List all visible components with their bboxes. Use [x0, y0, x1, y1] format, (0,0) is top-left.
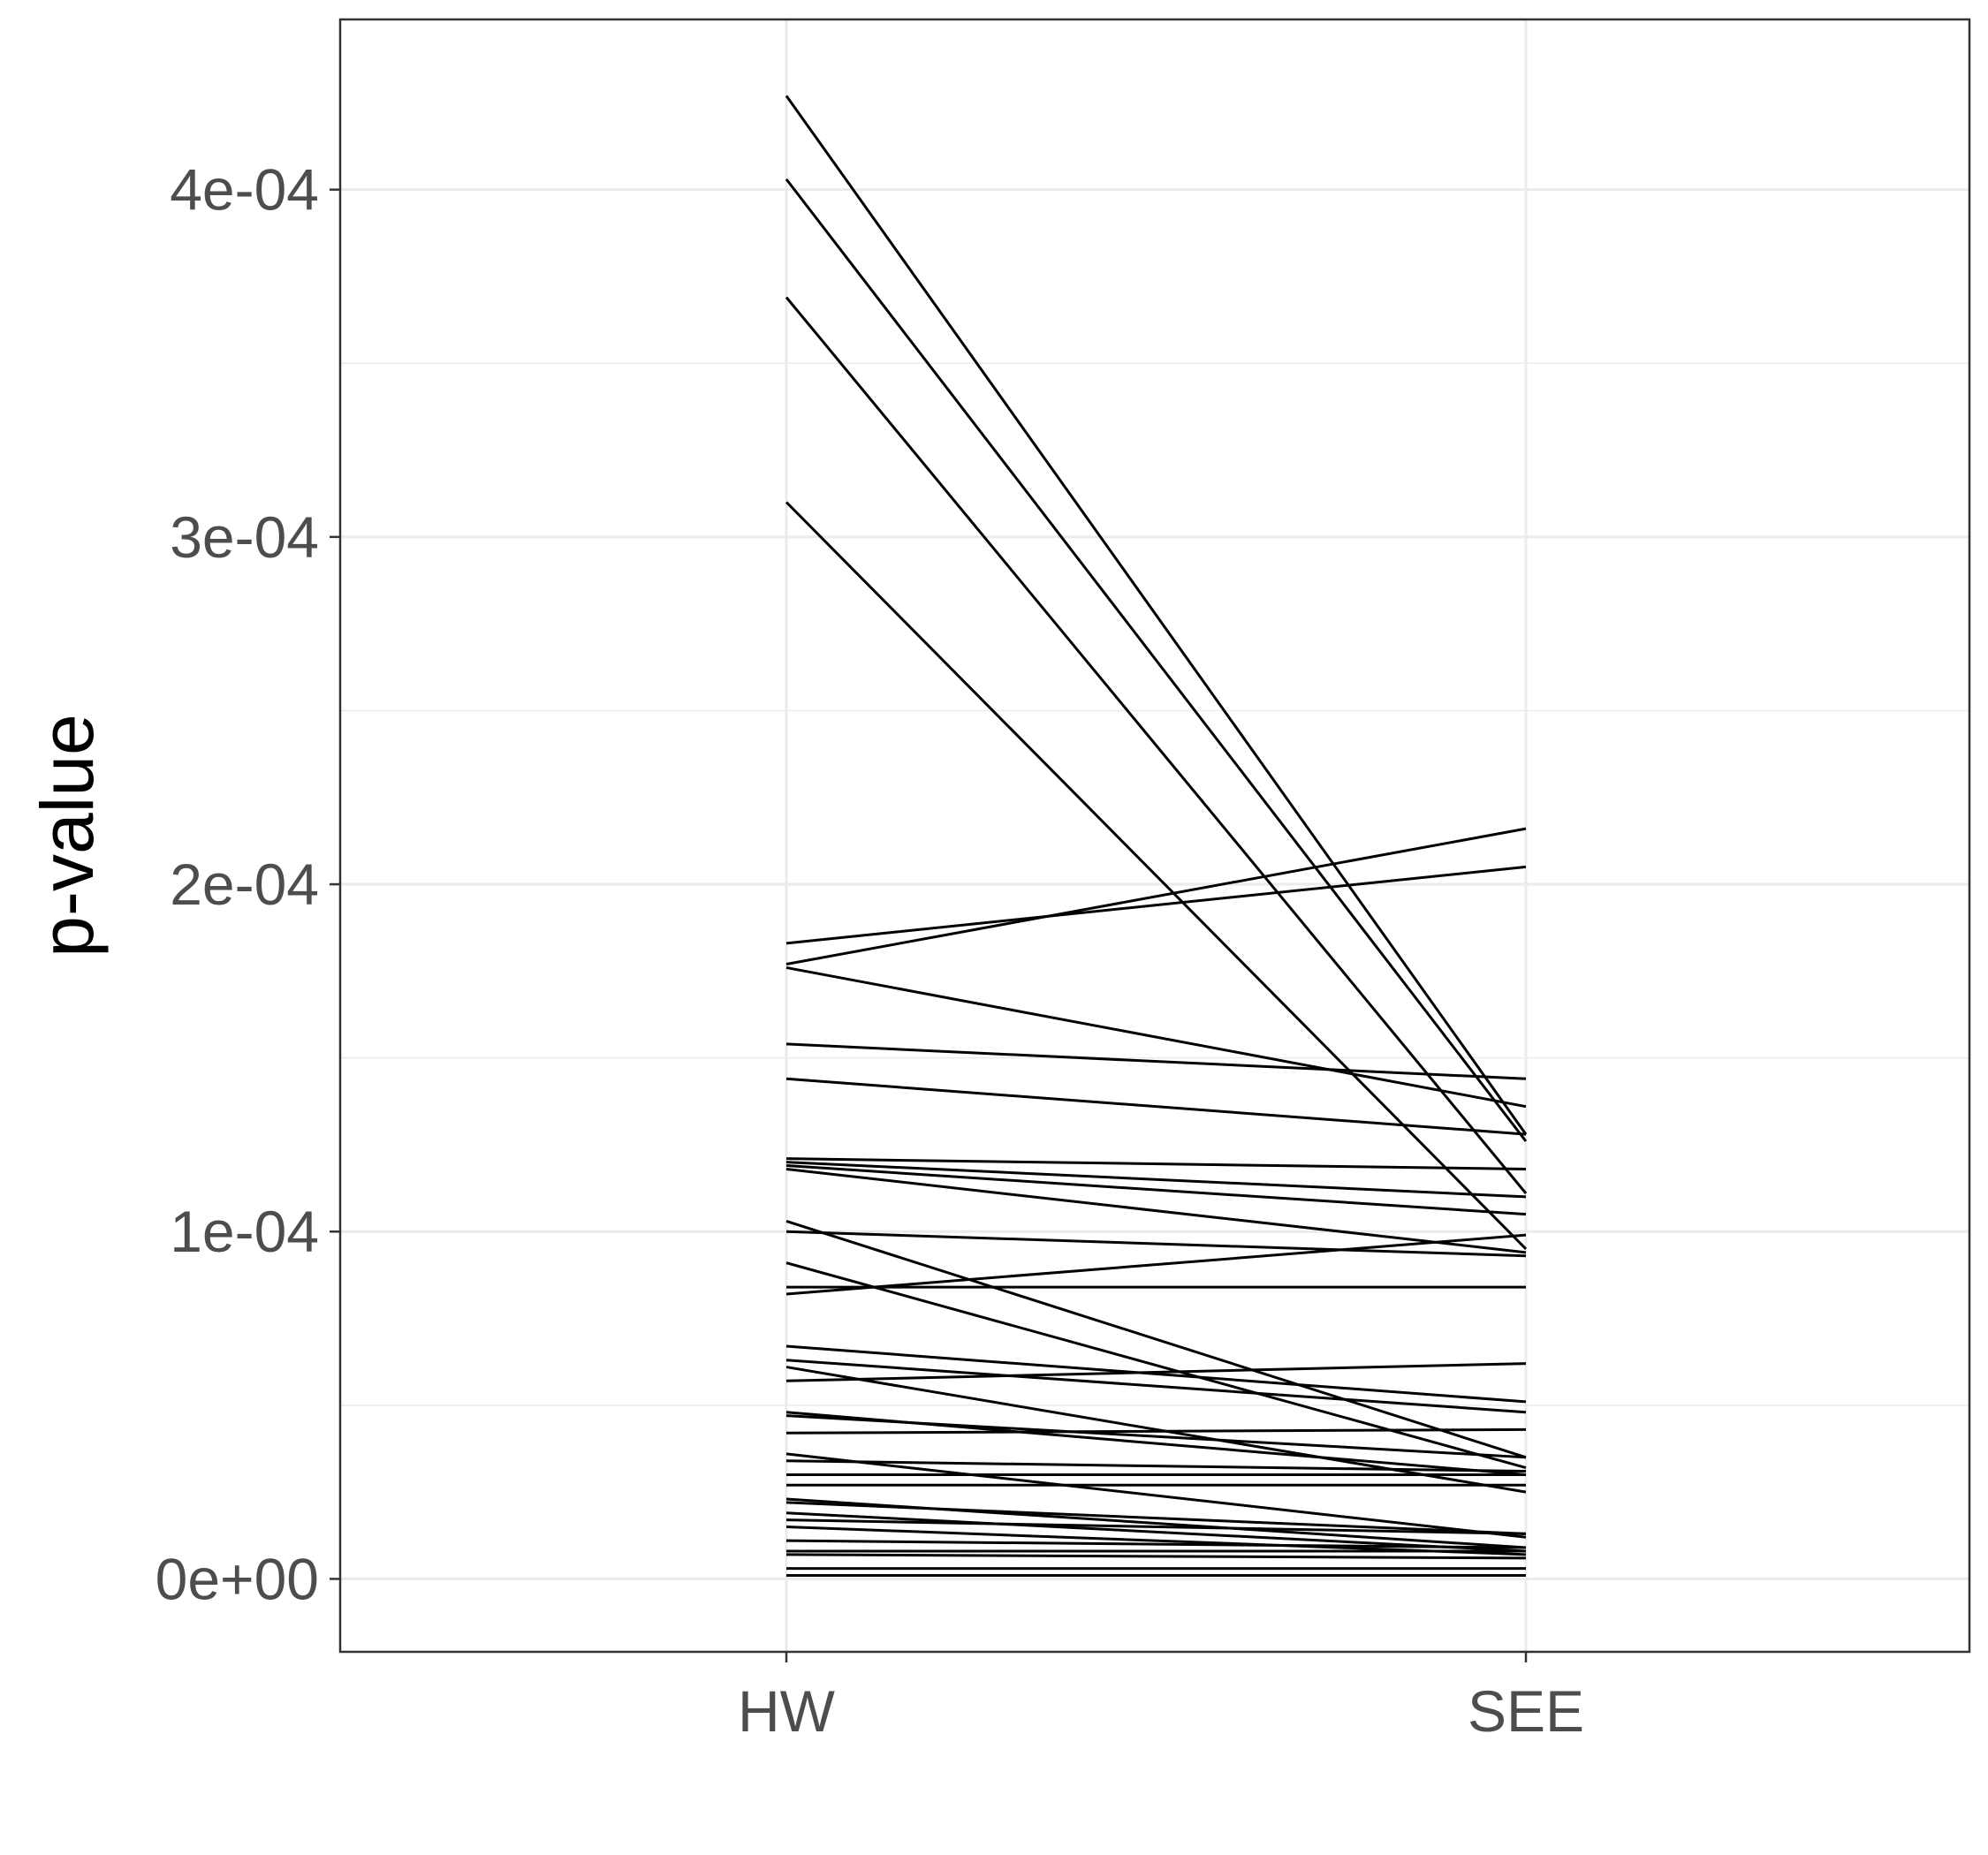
series-line-11 — [785, 1161, 1527, 1199]
series-line-8 — [785, 1042, 1527, 1080]
series-line-32 — [785, 1511, 1527, 1553]
y-tick-label: 3e-04 — [170, 504, 319, 570]
series-line-22 — [785, 1362, 1527, 1382]
series-line-31 — [785, 1501, 1527, 1535]
x-tick-label-see: SEE — [1468, 1678, 1584, 1744]
series-line-26 — [785, 1452, 1527, 1539]
x-tick-labels: HW SEE — [738, 1678, 1584, 1744]
series-line-24 — [785, 1414, 1527, 1459]
series-line-14 — [785, 1220, 1527, 1459]
series-line-33 — [785, 1518, 1527, 1535]
series-line-35 — [785, 1539, 1527, 1549]
panel-border — [338, 18, 1971, 1654]
series-line-20 — [785, 1359, 1527, 1414]
axis-ticks — [330, 188, 1528, 1662]
series-line-7 — [785, 965, 1527, 1109]
series-line-13 — [785, 1167, 1527, 1254]
series-line-2 — [785, 178, 1528, 1142]
series-line-15 — [785, 1230, 1527, 1258]
series-line-16 — [785, 1261, 1527, 1470]
series-line-21 — [785, 1366, 1527, 1494]
y-tick-label: 4e-04 — [170, 157, 319, 223]
series-line-19 — [785, 1344, 1527, 1404]
series-line-37 — [785, 1553, 1527, 1560]
x-tick-label-hw: HW — [738, 1678, 836, 1744]
series-line-10 — [785, 1157, 1527, 1170]
series-line-3 — [785, 296, 1528, 1194]
series-line-27 — [785, 1459, 1527, 1473]
series-line-1 — [785, 95, 1528, 1136]
y-tick-label: 0e+00 — [156, 1546, 319, 1611]
series-line-12 — [785, 1164, 1527, 1216]
series-line-5 — [785, 865, 1527, 945]
series-line-6 — [785, 827, 1527, 965]
series-line-9 — [785, 1077, 1527, 1136]
panel-background — [340, 19, 1969, 1652]
y-tick-label: 2e-04 — [170, 852, 319, 917]
y-axis-title: p-value — [26, 714, 109, 958]
series-line-18 — [785, 1233, 1527, 1296]
series-lines — [785, 95, 1528, 1577]
y-tick-label: 1e-04 — [170, 1199, 319, 1264]
y-tick-labels: 0e+00 1e-04 2e-04 3e-04 4e-04 — [156, 157, 319, 1612]
series-line-25 — [785, 1427, 1527, 1435]
